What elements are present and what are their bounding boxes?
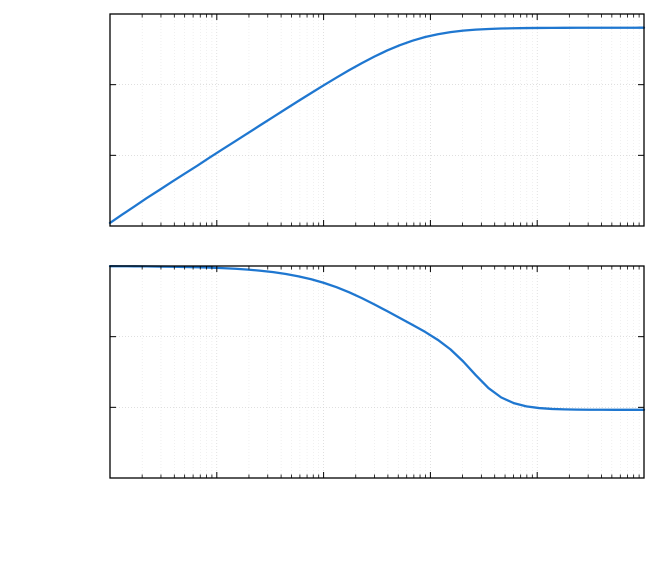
axis-box: [110, 14, 644, 226]
chart-panel-1: [110, 266, 644, 478]
chart-panel-0: [110, 14, 644, 226]
axis-box: [110, 266, 644, 478]
data-series: [110, 28, 644, 223]
data-series: [110, 266, 644, 410]
bode-figure: [0, 0, 663, 582]
